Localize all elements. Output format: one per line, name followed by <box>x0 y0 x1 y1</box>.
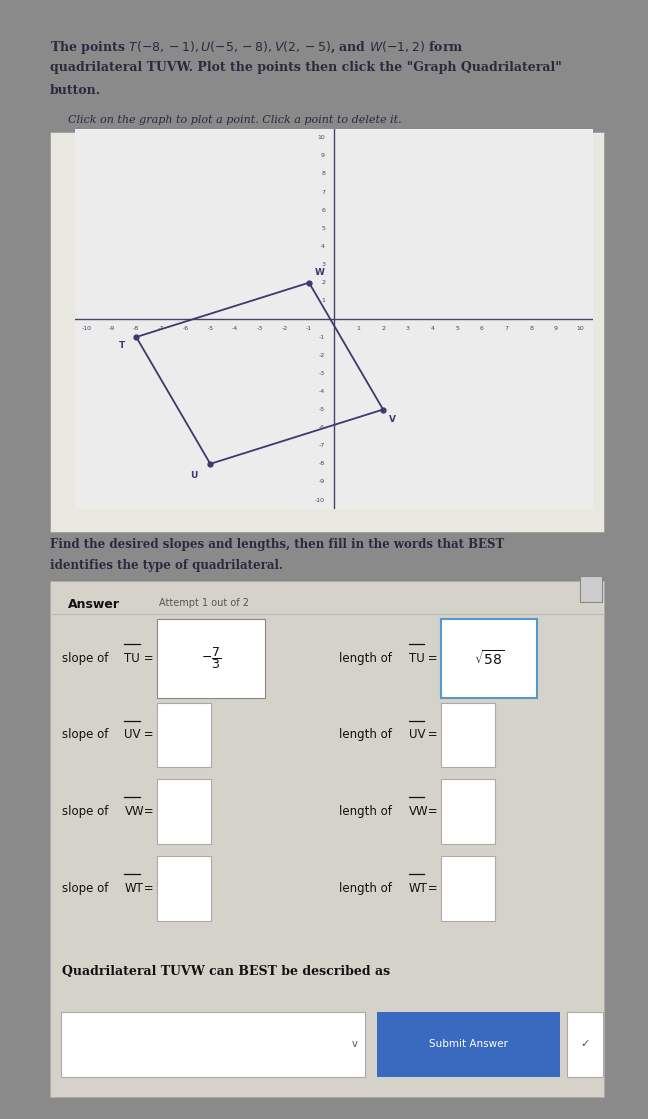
Text: 1: 1 <box>321 299 325 303</box>
FancyBboxPatch shape <box>567 1013 603 1078</box>
Text: length of: length of <box>340 728 396 742</box>
Text: 10: 10 <box>318 135 325 140</box>
Text: -6: -6 <box>183 326 189 331</box>
FancyBboxPatch shape <box>61 1013 365 1078</box>
Text: -5: -5 <box>207 326 213 331</box>
Text: -10: -10 <box>315 498 325 502</box>
Text: =: = <box>140 728 154 742</box>
Text: 1: 1 <box>356 326 360 331</box>
Text: -5: -5 <box>319 407 325 412</box>
Text: ✓: ✓ <box>580 1040 589 1050</box>
Text: 6: 6 <box>480 326 484 331</box>
Text: =: = <box>424 806 438 818</box>
Text: -10: -10 <box>82 326 92 331</box>
Text: =: = <box>140 806 154 818</box>
Text: V: V <box>389 415 397 424</box>
FancyBboxPatch shape <box>441 779 495 844</box>
Text: -7: -7 <box>158 326 164 331</box>
Text: -7: -7 <box>319 443 325 449</box>
Text: Click on the graph to plot a point. Click a point to delete it.: Click on the graph to plot a point. Clic… <box>68 115 402 125</box>
Text: identifies the type of quadrilateral.: identifies the type of quadrilateral. <box>50 560 283 573</box>
FancyBboxPatch shape <box>157 779 211 844</box>
Text: UV: UV <box>409 728 425 742</box>
Text: WT: WT <box>124 882 143 895</box>
Text: slope of: slope of <box>62 728 112 742</box>
FancyBboxPatch shape <box>50 582 605 1097</box>
Text: 2: 2 <box>381 326 385 331</box>
Text: =: = <box>424 728 438 742</box>
Text: WT: WT <box>409 882 428 895</box>
Text: -9: -9 <box>108 326 115 331</box>
Text: Answer: Answer <box>68 598 120 611</box>
Text: 9: 9 <box>554 326 558 331</box>
Text: -6: -6 <box>319 425 325 430</box>
Text: 7: 7 <box>321 189 325 195</box>
Text: -1: -1 <box>306 326 312 331</box>
Text: =: = <box>140 651 154 665</box>
Text: 4: 4 <box>321 244 325 248</box>
Text: 5: 5 <box>321 226 325 231</box>
Text: The points $T(-8,-1), U(-5,-8), V(2,-5)$, and $W(-1,2)$ form: The points $T(-8,-1), U(-5,-8), V(2,-5)$… <box>50 39 463 56</box>
FancyBboxPatch shape <box>441 619 537 697</box>
Text: slope of: slope of <box>62 882 112 895</box>
Text: =: = <box>424 651 438 665</box>
Text: -2: -2 <box>281 326 288 331</box>
Text: $\sqrt{58}$: $\sqrt{58}$ <box>474 649 505 668</box>
Text: button.: button. <box>50 84 101 96</box>
Text: 5: 5 <box>455 326 459 331</box>
Text: -4: -4 <box>319 389 325 394</box>
FancyBboxPatch shape <box>441 856 495 921</box>
Text: TU: TU <box>409 651 424 665</box>
FancyBboxPatch shape <box>580 576 602 602</box>
Text: -3: -3 <box>257 326 263 331</box>
FancyBboxPatch shape <box>377 1013 561 1078</box>
Text: $-\dfrac{7}{3}$: $-\dfrac{7}{3}$ <box>201 646 221 671</box>
FancyBboxPatch shape <box>157 619 265 697</box>
Text: Find the desired slopes and lengths, then fill in the words that BEST: Find the desired slopes and lengths, the… <box>50 537 504 551</box>
Text: -2: -2 <box>319 352 325 358</box>
Text: 8: 8 <box>321 171 325 177</box>
Text: Submit Answer: Submit Answer <box>430 1040 508 1050</box>
Text: 3: 3 <box>321 262 325 267</box>
Text: VW: VW <box>124 806 144 818</box>
Text: length of: length of <box>340 882 396 895</box>
Text: 9: 9 <box>321 153 325 159</box>
Text: 7: 7 <box>505 326 509 331</box>
FancyBboxPatch shape <box>157 856 211 921</box>
Text: UV: UV <box>124 728 141 742</box>
Text: VW: VW <box>409 806 428 818</box>
Text: quadrilateral TUVW. Plot the points then click the "Graph Quadrilateral": quadrilateral TUVW. Plot the points then… <box>50 60 562 74</box>
Text: Attempt 1 out of 2: Attempt 1 out of 2 <box>159 598 248 608</box>
Text: 2: 2 <box>321 280 325 285</box>
Text: -8: -8 <box>133 326 139 331</box>
Text: U: U <box>191 471 198 480</box>
Text: length of: length of <box>340 806 396 818</box>
Text: =: = <box>140 882 154 895</box>
Text: length of: length of <box>340 651 396 665</box>
FancyBboxPatch shape <box>441 703 495 768</box>
FancyBboxPatch shape <box>157 703 211 768</box>
Text: TU: TU <box>124 651 140 665</box>
FancyBboxPatch shape <box>50 132 605 532</box>
Text: 8: 8 <box>529 326 533 331</box>
Text: slope of: slope of <box>62 806 112 818</box>
Text: 4: 4 <box>430 326 434 331</box>
Text: v: v <box>351 1040 357 1050</box>
Text: 3: 3 <box>406 326 410 331</box>
Text: T: T <box>119 341 125 350</box>
Text: -1: -1 <box>319 335 325 339</box>
Text: -3: -3 <box>319 370 325 376</box>
Text: Quadrilateral TUVW can BEST be described as: Quadrilateral TUVW can BEST be described… <box>62 966 390 978</box>
Text: =: = <box>424 882 438 895</box>
Text: 10: 10 <box>577 326 584 331</box>
Text: 6: 6 <box>321 208 325 213</box>
Text: -8: -8 <box>319 461 325 467</box>
Text: slope of: slope of <box>62 651 112 665</box>
Text: -9: -9 <box>319 479 325 485</box>
Text: W: W <box>315 269 325 278</box>
Text: -4: -4 <box>232 326 238 331</box>
